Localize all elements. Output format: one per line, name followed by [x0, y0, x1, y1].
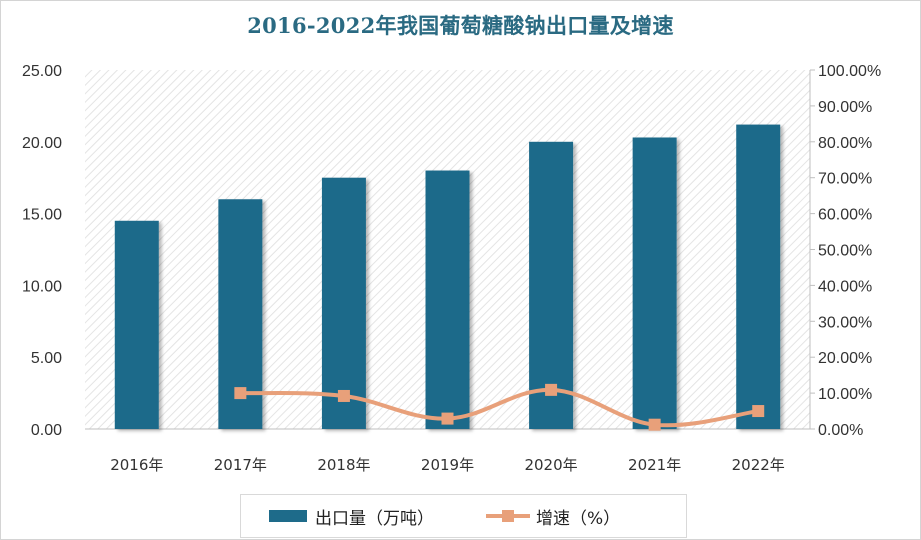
- y-right-tick-label: 100.00%: [818, 63, 881, 80]
- chart-legend: 出口量（万吨） 增速（%）: [240, 494, 687, 538]
- growth-point-2018年: [337, 389, 350, 402]
- y-right-tick-label: 80.00%: [818, 135, 872, 152]
- growth-point-2019年: [441, 412, 454, 425]
- x-tick-label: 2019年: [421, 456, 474, 474]
- y-left-tick-label: 25.00: [22, 63, 62, 80]
- growth-point-2022年: [752, 405, 765, 418]
- y-left-tick-label: 15.00: [22, 207, 62, 224]
- x-tick-label: 2018年: [317, 456, 370, 474]
- y-right-tick-label: 70.00%: [818, 171, 872, 188]
- y-left-tick-label: 10.00: [22, 278, 62, 295]
- bar-2020年: [529, 141, 574, 430]
- chart-title: 2016-2022年我国葡萄糖酸钠出口量及增速: [247, 13, 674, 38]
- bar-2016年: [114, 220, 159, 429]
- bar-2021年: [632, 137, 677, 429]
- y-right-tick-label: 30.00%: [818, 314, 872, 331]
- x-tick-label: 2022年: [732, 456, 785, 474]
- legend-swatch-bar: [269, 510, 307, 522]
- x-tick-label: 2016年: [110, 456, 163, 474]
- bar-2019年: [425, 170, 470, 429]
- growth-point-2017年: [234, 387, 247, 400]
- x-tick-label: 2017年: [214, 456, 267, 474]
- y-right-tick-label: 20.00%: [818, 350, 872, 367]
- bar-2022年: [736, 124, 781, 430]
- y-right-tick-label: 90.00%: [818, 99, 872, 116]
- y-left-tick-label: 0.00: [31, 422, 62, 439]
- x-tick-label: 2021年: [628, 456, 681, 474]
- y-right-tick-label: 0.00%: [818, 422, 863, 439]
- y-right-tick-label: 50.00%: [818, 243, 872, 260]
- legend-swatch-line: [486, 509, 530, 523]
- growth-point-2021年: [648, 418, 661, 431]
- x-tick-label: 2020年: [524, 456, 577, 474]
- legend-label-growth: 增速（%）: [536, 508, 621, 529]
- y-right-tick-label: 10.00%: [818, 386, 872, 403]
- legend-label-export: 出口量（万吨）: [315, 508, 434, 529]
- y-right-tick-label: 40.00%: [818, 278, 872, 295]
- y-right-tick-label: 60.00%: [818, 207, 872, 224]
- growth-point-2020年: [545, 383, 558, 396]
- bar-2018年: [321, 177, 366, 429]
- legend-item-export: 出口量（万吨）: [269, 504, 434, 529]
- y-left-tick-label: 20.00: [22, 135, 62, 152]
- legend-item-growth: 增速（%）: [486, 504, 620, 529]
- growth-line: [238, 387, 761, 428]
- y-left-tick-label: 5.00: [31, 350, 62, 367]
